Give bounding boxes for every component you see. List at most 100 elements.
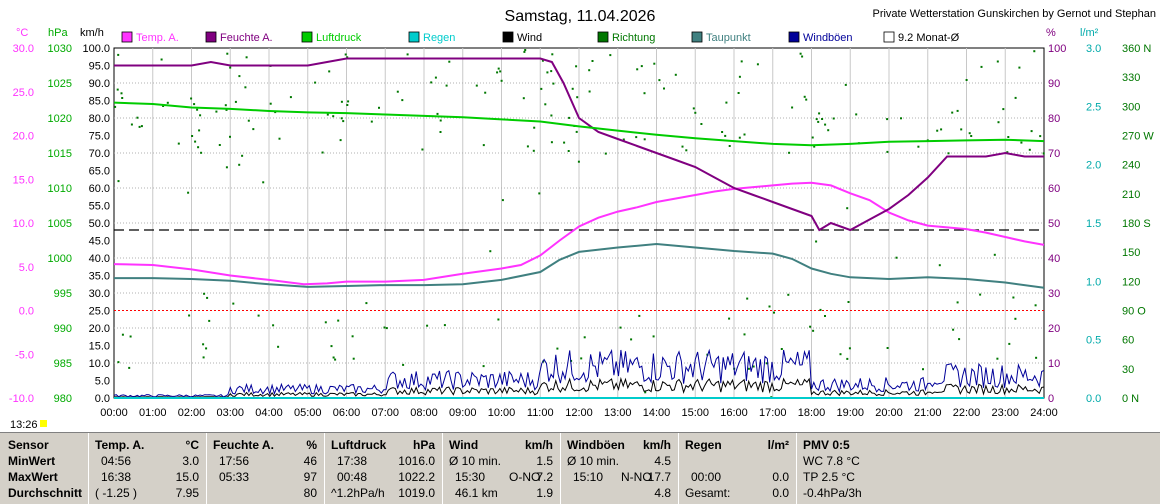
direction-dot <box>1018 66 1021 69</box>
pmv-windchill: WC 7.8 °C <box>803 454 860 468</box>
x-tick-label: 08:00 <box>410 407 438 419</box>
axis-tick-label: 40.0 <box>89 253 110 265</box>
direction-dot <box>244 86 247 89</box>
direction-dot <box>947 152 950 155</box>
direction-dot <box>436 112 439 115</box>
direction-dot <box>365 302 368 305</box>
gust-column: Windböen km/h Ø 10 min. 4.5 15:10 N-NO 1… <box>560 433 677 504</box>
direction-dot <box>205 347 208 350</box>
direction-dot <box>583 336 586 339</box>
axis-tick-label: 30 <box>1122 364 1134 376</box>
axis-tick-label: 100 <box>1048 43 1066 55</box>
direction-dot <box>277 345 280 348</box>
direction-dot <box>482 144 485 147</box>
axis-tick-label: 90 <box>1048 78 1060 90</box>
direction-dot <box>658 79 661 82</box>
x-tick-label: 05:00 <box>294 407 322 419</box>
direction-dot <box>136 116 139 119</box>
direction-dot <box>326 113 329 116</box>
x-tick-label: 13:00 <box>604 407 632 419</box>
direction-dot <box>801 55 804 58</box>
axis-tick-label: 985 <box>54 358 72 370</box>
pmv-dewpoint: TP 2.5 °C <box>803 470 855 484</box>
direction-dot <box>886 150 889 153</box>
direction-dot <box>522 97 525 100</box>
axis-tick-label: 20.0 <box>13 131 34 143</box>
legend-label: Temp. A. <box>136 32 179 44</box>
direction-dot <box>194 140 197 143</box>
direction-dot <box>1008 342 1011 345</box>
direction-dot <box>234 100 237 103</box>
axis-tick-label: 5.0 <box>95 376 110 388</box>
direction-dot <box>218 144 221 146</box>
direction-dot <box>272 324 275 327</box>
axis-tick-label: 240 <box>1122 160 1140 172</box>
temp-column: Temp. A. °C 04:56 3.0 16:38 15.0 ( -1.25… <box>88 433 205 504</box>
axis-tick-label: 300 <box>1122 101 1140 113</box>
axis-tick-label: 50.0 <box>89 218 110 230</box>
gust-min-value: 4.5 <box>654 454 671 468</box>
x-tick-label: 22:00 <box>953 407 981 419</box>
direction-dot <box>187 191 190 194</box>
axis-tick-label: 0 <box>1048 393 1054 405</box>
direction-dot <box>383 326 386 329</box>
direction-dot <box>970 135 973 137</box>
direction-dot <box>128 366 131 369</box>
direction-dot <box>496 71 499 74</box>
row-label-min: MinWert <box>8 454 56 468</box>
direction-dot <box>1012 296 1015 299</box>
direction-dot <box>396 90 399 93</box>
direction-dot <box>685 149 688 152</box>
axis-tick-label: 5.0 <box>19 262 34 274</box>
series-lines <box>113 57 1045 399</box>
direction-dot <box>844 83 847 86</box>
direction-dot <box>347 100 350 103</box>
wind-avg-value: 1.9 <box>536 486 553 500</box>
direction-dot <box>886 347 889 349</box>
direction-dot <box>340 100 343 103</box>
direction-dot <box>588 90 591 93</box>
axis-tick-label: 120 <box>1122 276 1140 288</box>
direction-dot <box>563 141 566 144</box>
direction-dot <box>262 181 265 184</box>
direction-dot <box>200 151 203 154</box>
direction-dot <box>196 108 199 111</box>
direction-dot <box>550 70 553 73</box>
direction-dot <box>202 343 205 346</box>
legend-swatch <box>121 31 133 43</box>
direction-dot <box>226 52 229 55</box>
axis-tick-label: 80.0 <box>89 113 110 125</box>
x-tick-label: 06:00 <box>333 407 361 419</box>
direction-dot <box>401 99 404 102</box>
hum-unit: % <box>306 438 317 452</box>
direction-dot <box>591 60 594 62</box>
direction-dot <box>756 63 759 66</box>
direction-dot <box>724 134 727 137</box>
legend-label: Luftdruck <box>316 32 362 44</box>
direction-dot <box>575 65 578 68</box>
direction-dot <box>644 391 647 394</box>
direction-dot <box>334 358 337 361</box>
direction-dot <box>813 145 816 148</box>
direction-dot <box>552 82 555 85</box>
direction-dot <box>725 101 728 104</box>
direction-dot <box>247 119 250 122</box>
axis-tick-label: 1005 <box>48 218 72 230</box>
rain-unit: l/m² <box>767 438 789 452</box>
direction-dot <box>571 87 574 90</box>
direction-dot <box>604 152 607 155</box>
direction-dot <box>622 138 625 141</box>
direction-dot <box>533 126 536 129</box>
x-tick-label: 10:00 <box>488 407 516 419</box>
direction-dot <box>847 301 850 303</box>
press-avg-value: 1019.0 <box>398 486 435 500</box>
direction-dot <box>809 325 812 328</box>
direction-dot <box>780 348 783 350</box>
direction-dot <box>541 59 544 62</box>
series-line <box>113 101 1045 147</box>
axis-tick-label: 90.0 <box>89 78 110 90</box>
legend-label: Wind <box>517 32 542 44</box>
direction-dot <box>540 87 543 90</box>
wind-trace <box>113 376 1045 399</box>
direction-dot <box>551 53 554 56</box>
